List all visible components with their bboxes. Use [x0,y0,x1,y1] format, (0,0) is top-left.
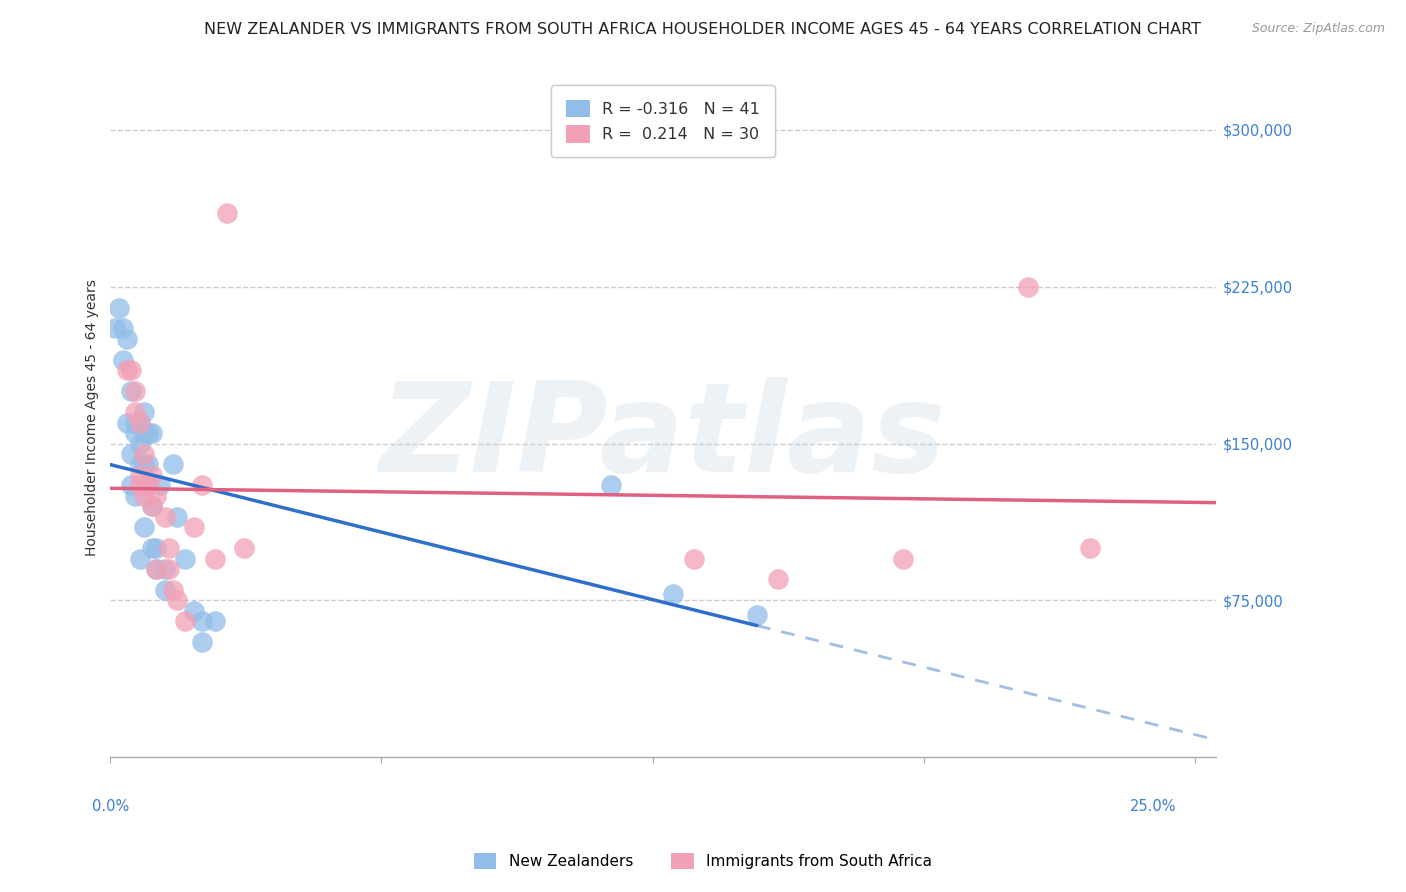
Point [183,520,205,534]
Point [120,363,142,377]
Point [136,458,159,472]
Point [128,551,150,566]
Point [120,447,142,461]
Legend: R = -0.316   N = 41, R =  0.214   N = 30: R = -0.316 N = 41, R = 0.214 N = 30 [551,86,775,157]
Point [891,551,914,566]
Point [141,500,163,514]
Point [183,604,205,618]
Point [115,416,138,430]
Point [132,458,155,472]
Point [124,489,146,503]
Point [136,478,159,492]
Point [124,405,146,419]
Point [174,551,197,566]
Y-axis label: Householder Income Ages 45 - 64 years: Householder Income Ages 45 - 64 years [86,279,100,556]
Legend: New Zealanders, Immigrants from South Africa: New Zealanders, Immigrants from South Af… [467,847,939,875]
Point [153,562,176,576]
Point [162,458,184,472]
Point [128,458,150,472]
Point [128,416,150,430]
Point [162,582,184,597]
Point [145,562,167,576]
Text: ZIPatlas: ZIPatlas [380,377,946,499]
Point [115,332,138,346]
Point [1080,541,1102,555]
Point [132,405,155,419]
Point [103,321,125,335]
Point [107,301,129,315]
Point [191,635,214,649]
Point [132,489,155,503]
Point [191,478,214,492]
Point [141,541,163,555]
Point [141,467,163,482]
Point [111,352,134,367]
Point [120,384,142,399]
Point [136,425,159,440]
Point [124,416,146,430]
Point [136,478,159,492]
Point [153,582,176,597]
Text: Source: ZipAtlas.com: Source: ZipAtlas.com [1251,22,1385,36]
Point [132,425,155,440]
Point [157,541,180,555]
Point [128,436,150,450]
Text: 0.0%: 0.0% [91,799,129,814]
Point [217,206,239,220]
Point [124,425,146,440]
Point [128,467,150,482]
Point [232,541,254,555]
Point [132,447,155,461]
Point [128,416,150,430]
Point [141,500,163,514]
Point [191,615,214,629]
Point [124,384,146,399]
Point [120,478,142,492]
Point [153,509,176,524]
Point [204,551,226,566]
Point [683,551,706,566]
Point [662,587,685,601]
Point [1017,279,1039,293]
Point [145,541,167,555]
Text: NEW ZEALANDER VS IMMIGRANTS FROM SOUTH AFRICA HOUSEHOLDER INCOME AGES 45 - 64 YE: NEW ZEALANDER VS IMMIGRANTS FROM SOUTH A… [204,22,1202,37]
Point [149,478,172,492]
Text: 25.0%: 25.0% [1129,799,1177,814]
Point [115,363,138,377]
Point [166,593,188,607]
Point [599,478,621,492]
Point [128,478,150,492]
Point [132,520,155,534]
Point [145,489,167,503]
Point [204,615,226,629]
Point [174,615,197,629]
Point [166,509,188,524]
Point [145,562,167,576]
Point [745,608,768,623]
Point [766,573,789,587]
Point [111,321,134,335]
Point [141,425,163,440]
Point [157,562,180,576]
